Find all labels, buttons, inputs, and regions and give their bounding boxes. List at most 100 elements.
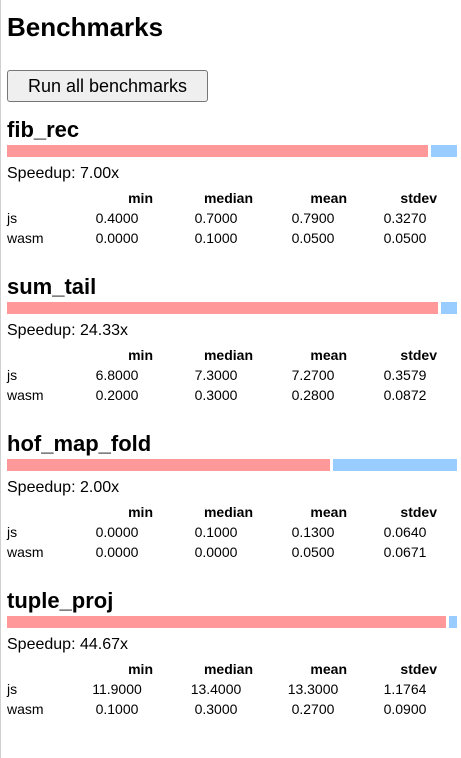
js-bar-segment [7,616,446,628]
cell-mean: 0.1300 [291,524,335,540]
table-row: js 6.8000 7.3000 7.2700 0.3579 [7,365,449,385]
speedup-text: Speedup: 7.00x [7,164,457,184]
column-header-min: min [128,347,153,363]
cell-mean: 0.2700 [291,701,335,717]
cell-stdev: 1.1764 [383,681,427,697]
stats-table: min median mean stdev js 0.0000 0.1000 0.1300 0.… [7,502,449,562]
cell-min: 0.4000 [95,210,139,226]
column-header-stdev: stdev [400,347,437,363]
benchmark-name: tuple_proj [7,588,114,613]
speedup-text: Speedup: 24.33x [7,321,457,341]
column-header-stdev: stdev [400,190,437,206]
column-header-stdev: stdev [400,504,437,520]
table-row: wasm 0.0000 0.0000 0.0500 0.0671 [7,542,449,562]
benchmark-list: fib_rec Speedup: 7.00x min median mean stdev j… [7,113,457,741]
cell-stdev: 0.3270 [383,210,427,226]
column-header-median: median [203,190,253,206]
row-label: wasm [7,230,44,246]
benchmark-section: sum_tail Speedup: 24.33x min median mean stde… [7,270,457,427]
row-label: js [7,367,18,383]
empty-header-cell [7,188,67,208]
empty-header-cell [7,502,67,522]
column-header-mean: mean [310,661,347,677]
cell-median: 0.7000 [194,210,238,226]
wasm-bar-segment [449,616,457,628]
cell-median: 0.3000 [194,701,238,717]
cell-mean: 7.2700 [291,367,335,383]
cell-min: 6.8000 [95,367,139,383]
stats-table: min median mean stdev js 6.8000 7.3000 7.2700 0.… [7,345,449,405]
column-header-min: min [128,190,153,206]
speedup-label: Speedup: [7,322,76,339]
timing-bar [7,459,457,471]
empty-header-cell [7,345,67,365]
cell-median: 0.0000 [194,544,238,560]
speedup-value: 44.67x [79,636,129,653]
benchmark-name: sum_tail [7,274,97,299]
column-header-mean: mean [310,347,347,363]
cell-mean: 0.0500 [291,230,335,246]
table-row: js 0.4000 0.7000 0.7900 0.3270 [7,208,449,228]
cell-stdev: 0.0640 [383,524,427,540]
stats-table: min median mean stdev js 11.9000 13.4000 13.300… [7,659,449,719]
row-label: wasm [7,701,44,717]
cell-min: 11.9000 [92,681,142,697]
column-header-median: median [203,347,253,363]
cell-median: 0.1000 [194,524,238,540]
stats-header-row: min median mean stdev [7,659,449,679]
cell-min: 0.0000 [95,230,139,246]
column-header-mean: mean [310,504,347,520]
table-row: js 11.9000 13.4000 13.3000 1.1764 [7,679,449,699]
cell-mean: 0.2800 [291,387,335,403]
row-label: js [7,210,18,226]
js-bar-segment [7,145,428,157]
stats-header-row: min median mean stdev [7,345,449,365]
table-row: wasm 0.0000 0.1000 0.0500 0.0500 [7,228,449,248]
timing-bar [7,616,457,628]
js-bar-segment [7,302,438,314]
benchmark-name: hof_map_fold [7,431,152,456]
benchmark-section: tuple_proj Speedup: 44.67x min median mean st… [7,584,457,741]
wasm-bar-segment [333,459,457,471]
speedup-label: Speedup: [7,479,76,496]
empty-header-cell [7,659,67,679]
row-label: wasm [7,544,44,560]
column-header-stdev: stdev [400,661,437,677]
cell-stdev: 0.3579 [383,367,427,383]
benchmarks-page: Benchmarks Run all benchmarks fib_rec Spe… [7,12,457,741]
column-header-min: min [128,661,153,677]
cell-stdev: 0.0671 [383,544,427,560]
timing-bar [7,302,457,314]
cell-mean: 0.0500 [291,544,335,560]
benchmark-section: fib_rec Speedup: 7.00x min median mean stdev j… [7,113,457,270]
speedup-label: Speedup: [7,165,76,182]
page-title: Benchmarks [7,12,164,42]
speedup-value: 24.33x [79,322,129,339]
table-row: wasm 0.1000 0.3000 0.2700 0.0900 [7,699,449,719]
speedup-label: Speedup: [7,636,76,653]
cell-min: 0.0000 [95,524,139,540]
stats-header-row: min median mean stdev [7,188,449,208]
wasm-bar-segment [441,302,457,314]
table-row: wasm 0.2000 0.3000 0.2800 0.0872 [7,385,449,405]
run-all-benchmarks-button[interactable]: Run all benchmarks [7,70,208,102]
timing-bar [7,145,457,157]
cell-stdev: 0.0900 [383,701,427,717]
cell-mean: 0.7900 [291,210,335,226]
stats-header-row: min median mean stdev [7,502,449,522]
column-header-min: min [128,504,153,520]
table-row: js 0.0000 0.1000 0.1300 0.0640 [7,522,449,542]
cell-min: 0.2000 [95,387,139,403]
cell-median: 7.3000 [194,367,238,383]
wasm-bar-segment [431,145,457,157]
row-label: js [7,524,18,540]
cell-mean: 13.3000 [287,681,339,697]
benchmark-section: hof_map_fold Speedup: 2.00x min median mean s… [7,427,457,584]
row-label: wasm [7,387,44,403]
benchmark-name: fib_rec [7,117,80,142]
column-header-mean: mean [310,190,347,206]
speedup-text: Speedup: 2.00x [7,478,457,498]
cell-median: 13.4000 [190,681,242,697]
column-header-median: median [203,504,253,520]
speedup-value: 7.00x [79,165,120,182]
